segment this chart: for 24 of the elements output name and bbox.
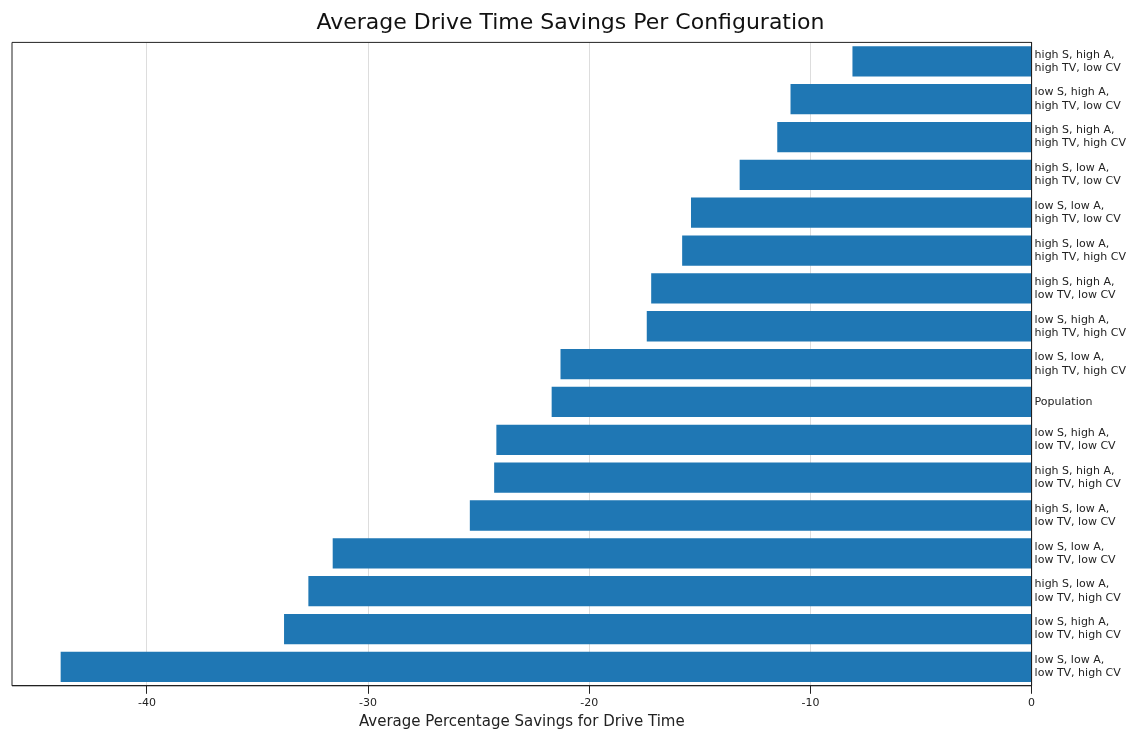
x-tick-label: -30 — [359, 696, 378, 710]
y-tick-label: high S, low A, low TV, high CV — [1034, 577, 1122, 604]
y-tick-label: high S, low A, low TV, low CV — [1034, 501, 1117, 528]
y-tick-label: Population — [1034, 394, 1093, 408]
y-tick-label: low S, high A, high TV, high CV — [1034, 312, 1127, 339]
y-tick-label: low S, high A, high TV, low CV — [1034, 85, 1122, 112]
y-tick-label: high S, low A, high TV, high CV — [1034, 236, 1127, 264]
x-tick-label: -40 — [137, 696, 156, 710]
y-tick-label: low S, low A, high TV, high CV — [1034, 350, 1127, 377]
y-tick-label: high S, high A, high TV, low CV — [1034, 47, 1122, 74]
y-tick-label: low S, low A, high TV, low CV — [1034, 198, 1122, 226]
y-tick-label: low S, high A, low TV, high CV — [1034, 615, 1122, 642]
chart-title: Average Drive Time Savings Per Configuration — [316, 8, 825, 34]
x-tick-label: 0 — [1028, 696, 1036, 710]
y-tick-label: high S, high A, low TV, high CV — [1034, 463, 1122, 491]
y-tick-label: high S, high A, low TV, low CV — [1034, 274, 1117, 301]
x-tick-label: -10 — [801, 696, 820, 710]
x-tick-label: -20 — [580, 696, 599, 710]
y-tick-label: high S, high A, high TV, high CV — [1034, 123, 1127, 150]
y-tick-label: high S, low A, high TV, low CV — [1034, 161, 1122, 188]
y-tick-label: low S, low A, low TV, low CV — [1034, 539, 1117, 566]
y-tick-label: low S, high A, low TV, low CV — [1034, 426, 1117, 453]
y-tick-label: low S, low A, low TV, high CV — [1034, 653, 1122, 680]
x-axis-title: Average Percentage Savings for Drive Time — [358, 711, 685, 730]
